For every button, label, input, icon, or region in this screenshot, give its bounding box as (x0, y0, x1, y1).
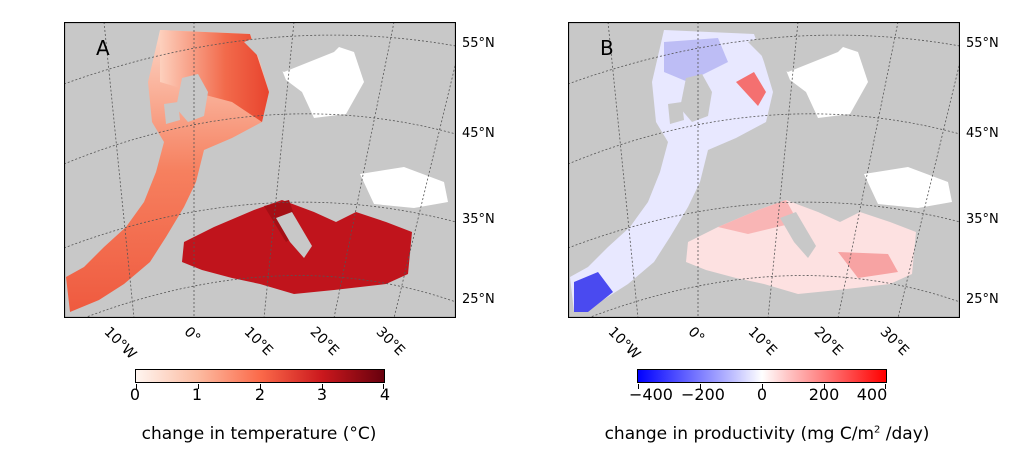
black-sea (864, 167, 952, 208)
colorbar-label-productivity: change in productivity (mg C/m2 /day) (604, 424, 930, 444)
lon-label-10e: 10°E (240, 324, 276, 360)
lon-label-20e: 20°E (306, 324, 342, 360)
ireland (164, 102, 180, 124)
lat-label-45n: 45°N (462, 126, 495, 141)
italy (276, 212, 312, 258)
lat-label-55n: 55°N (462, 36, 495, 51)
productivity-colorbar (637, 369, 887, 389)
ireland (668, 102, 684, 124)
map-frame (568, 22, 960, 318)
lat-label-25n: 25°N (966, 292, 999, 307)
scandinavia (244, 22, 364, 72)
iberia (694, 154, 788, 204)
map-panel-productivity: B 55°N 45°N 35°N 25°N 10°W 0° 10°E 20°E … (568, 22, 999, 363)
lon-label-0: 0° (180, 324, 204, 347)
lat-label-35n: 35°N (462, 212, 495, 227)
italy (780, 212, 816, 258)
colorbar-tick-label: 4 (379, 385, 391, 404)
colorbar-tick-label: 0 (129, 385, 141, 404)
panel-letter: B (600, 36, 614, 60)
colorbar-tick-label: 400 (856, 385, 888, 404)
lon-label-20e: 20°E (810, 324, 846, 360)
north-sea-warming-region (160, 30, 269, 122)
graticule (64, 22, 456, 318)
colorbar-tick-label: −400 (629, 385, 673, 404)
colorbar-tick-label: 3 (316, 385, 328, 404)
productivity-map (568, 22, 960, 318)
iberia (190, 154, 284, 204)
lon-label-30e: 30°E (372, 324, 408, 360)
lat-label-55n: 55°N (966, 36, 999, 51)
map-frame (64, 22, 456, 318)
atlantic-warming-region (66, 30, 269, 312)
lat-label-25n: 25°N (462, 292, 495, 307)
lon-label-0: 0° (684, 324, 708, 347)
temperature-map (64, 22, 456, 318)
colorbar-tick-label: 1 (191, 385, 203, 404)
colorbar-tick-label: −200 (681, 385, 725, 404)
colorbar-label-temperature: change in temperature (°C) (141, 424, 377, 444)
great-britain (176, 74, 208, 122)
black-sea (360, 167, 448, 208)
lon-label-30e: 30°E (876, 324, 912, 360)
lon-label-10e: 10°E (744, 324, 780, 360)
lat-label-35n: 35°N (966, 212, 999, 227)
temperature-colorbar (135, 369, 385, 389)
graticule (568, 22, 960, 318)
great-britain (680, 74, 712, 122)
lon-label-10w: 10°W (604, 324, 644, 363)
map-panel-temperature: A 55°N 45°N 35°N 25°N 10°W 0° 10°E 20°E … (64, 22, 495, 363)
colorbar-tick-label: 2 (254, 385, 266, 404)
panel-letter: A (96, 36, 110, 60)
colorbar-tick-label: 0 (756, 385, 768, 404)
colorbar-tick-label: 200 (808, 385, 840, 404)
lat-label-45n: 45°N (966, 126, 999, 141)
scandinavia (748, 22, 868, 72)
atlantic-productivity-region (570, 30, 773, 312)
lon-label-10w: 10°W (100, 324, 140, 363)
